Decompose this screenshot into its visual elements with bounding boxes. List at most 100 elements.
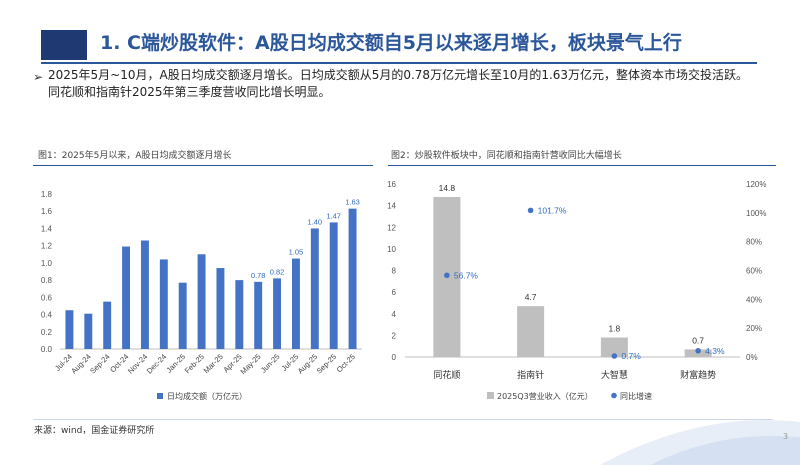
chart2-revenue-label: 4.7 [525, 292, 537, 302]
chart1-x-tick: Feb-25 [183, 352, 206, 375]
chart1-bar [103, 301, 112, 349]
chart1-y-tick: 0.4 [41, 311, 53, 320]
chart1-data-label: 1.63 [345, 198, 360, 207]
page-title: 1. C端炒股软件：A股日均成交额自5月以来逐月增长，板块景气上行 [100, 32, 682, 54]
chart1-bar [178, 282, 187, 349]
corner-swoosh-decoration [600, 420, 800, 465]
chart1-data-label: 1.47 [326, 211, 341, 220]
chart2-right-tick: 100% [746, 209, 766, 218]
chart2-right-tick: 120% [746, 180, 766, 189]
chart1-bar [254, 281, 263, 349]
chart2-left-tick: 2 [392, 331, 397, 340]
chart1-x-tick: Mar-25 [202, 352, 225, 375]
chart1-data-label: 0.82 [270, 267, 285, 276]
chart2-right-tick: 20% [746, 324, 762, 333]
chart2-legend-revenue-label: 2025Q3营业收入（亿元） [497, 391, 593, 401]
chart2-title: 图2：炒股软件板块中，同花顺和指南针营收同比大幅增长 [391, 151, 622, 161]
chart2-category-label: 财富趋势 [680, 369, 716, 381]
chart2-left-tick: 10 [387, 245, 396, 254]
chart1-legend-swatch [157, 393, 163, 399]
chart2-left-tick: 16 [387, 180, 396, 189]
chart1-data-label: 1.05 [289, 248, 304, 257]
chart1-x-tick: Dec-24 [145, 352, 168, 375]
chart1-title: 图1：2025年5月以来，A股日均成交额逐月增长 [38, 151, 232, 161]
chart1-data-label: 1.40 [308, 217, 323, 226]
chart1-x-tick: May-25 [239, 352, 263, 376]
chart2-yoy-point [695, 348, 701, 354]
chart1-x-tick: Sep-24 [88, 352, 111, 375]
chart1-legend-label: 日均成交额（万亿元） [167, 391, 247, 401]
chart1-bar [84, 313, 93, 349]
chart2-legend-yoy-swatch [611, 392, 617, 399]
chart2-category-label: 指南针 [517, 369, 544, 381]
chart1-y-tick: 1.0 [41, 259, 53, 268]
chart2-revenue-bar [600, 337, 628, 357]
chart1-data-label: 0.78 [251, 271, 266, 280]
chart1-bar [310, 228, 319, 349]
source-note: 来源：wind，国金证券研究所 [34, 426, 155, 436]
chart2-title-rule [388, 165, 776, 166]
title-accent-block [41, 30, 87, 60]
chart1-y-tick: 1.4 [41, 224, 53, 233]
chart1-x-tick: Aug-24 [69, 352, 92, 375]
footer-rule [33, 419, 773, 420]
chart2-left-tick: 6 [392, 288, 397, 297]
chart1-y-tick: 0.6 [41, 293, 53, 302]
chart2-left-tick: 8 [392, 267, 397, 276]
chart2-category-label: 同花顺 [433, 369, 460, 381]
chart2-yoy-label: 4.3% [705, 346, 725, 356]
chart2-yoy-label: 56.7% [454, 270, 479, 280]
chart2-legend-yoy-label: 同比增速 [620, 391, 652, 401]
chart2-right-tick: 80% [746, 238, 762, 247]
chart1-y-tick: 0.8 [41, 276, 53, 285]
chart1-turnover: 0.00.20.40.60.81.01.21.41.61.8Jul-24Aug-… [41, 190, 362, 401]
chart2-right-tick: 60% [746, 267, 762, 276]
chart2-revenue-label: 0.7 [692, 335, 704, 345]
summary-text: 2025年5月~10月，A股日均成交额逐月增长。日均成交额从5月的0.78万亿元… [48, 68, 749, 99]
chart2-category-label: 大智慧 [601, 369, 628, 381]
chart2-revenue: 0 2 4 6 8 10 12 14 16 0% 20% 40% 60% 80% 100% 120% 14.8 5… [387, 180, 766, 401]
chart1-x-tick: Sep-25 [315, 352, 338, 375]
chart1-bar [216, 268, 225, 349]
chart2-left-tick: 4 [392, 310, 397, 319]
chart2-yoy-point [444, 272, 450, 279]
chart2-left-tick: 14 [387, 202, 396, 211]
chart1-bar [291, 258, 300, 349]
chart1-y-tick: 1.2 [41, 242, 53, 251]
chart2-yoy-point [527, 207, 534, 214]
chart1-bar [159, 259, 168, 349]
chart1-bar [348, 208, 357, 349]
chart2-yoy-label: 0.7% [621, 351, 641, 361]
chart2-left-tick: 0 [392, 353, 397, 362]
chart1-x-tick: Jun-25 [259, 352, 282, 375]
chart2-right-tick: 0% [746, 353, 758, 362]
chart1-y-tick: 1.8 [41, 190, 53, 199]
chart1-x-tick: Oct-25 [335, 352, 357, 374]
chart2-revenue-bar [517, 306, 545, 357]
chart1-bar [65, 310, 74, 349]
chart2-legend-revenue-swatch [487, 392, 494, 399]
chart1-x-tick: Jan-25 [165, 352, 188, 375]
chart1-x-tick: Aug-25 [296, 352, 319, 375]
chart1-y-tick: 0.2 [41, 328, 53, 337]
chart2-yoy-label: 101.7% [538, 205, 567, 215]
chart2-yoy-point [611, 353, 618, 359]
chart2-left-tick: 12 [387, 223, 396, 232]
bullet-arrow-icon: ➢ [33, 70, 44, 84]
chart1-title-rule [33, 165, 373, 166]
chart1-bar [273, 278, 282, 349]
chart1-bar [122, 246, 131, 349]
chart2-revenue-label: 1.8 [608, 324, 620, 334]
chart2-revenue-label: 14.8 [439, 183, 456, 193]
chart1-y-tick: 0.0 [41, 345, 53, 354]
chart2-right-tick: 40% [746, 295, 762, 304]
chart1-y-tick: 1.6 [41, 207, 53, 216]
charts-canvas: 0.00.20.40.60.81.01.21.41.61.8Jul-24Aug-… [41, 180, 767, 401]
chart1-bar [235, 280, 244, 349]
chart1-x-tick: Nov-24 [126, 352, 149, 375]
chart1-bar [140, 240, 149, 349]
page-number: 3 [783, 432, 789, 441]
title-underline [41, 62, 757, 64]
chart1-bar [197, 254, 206, 349]
chart1-bar [329, 222, 338, 349]
